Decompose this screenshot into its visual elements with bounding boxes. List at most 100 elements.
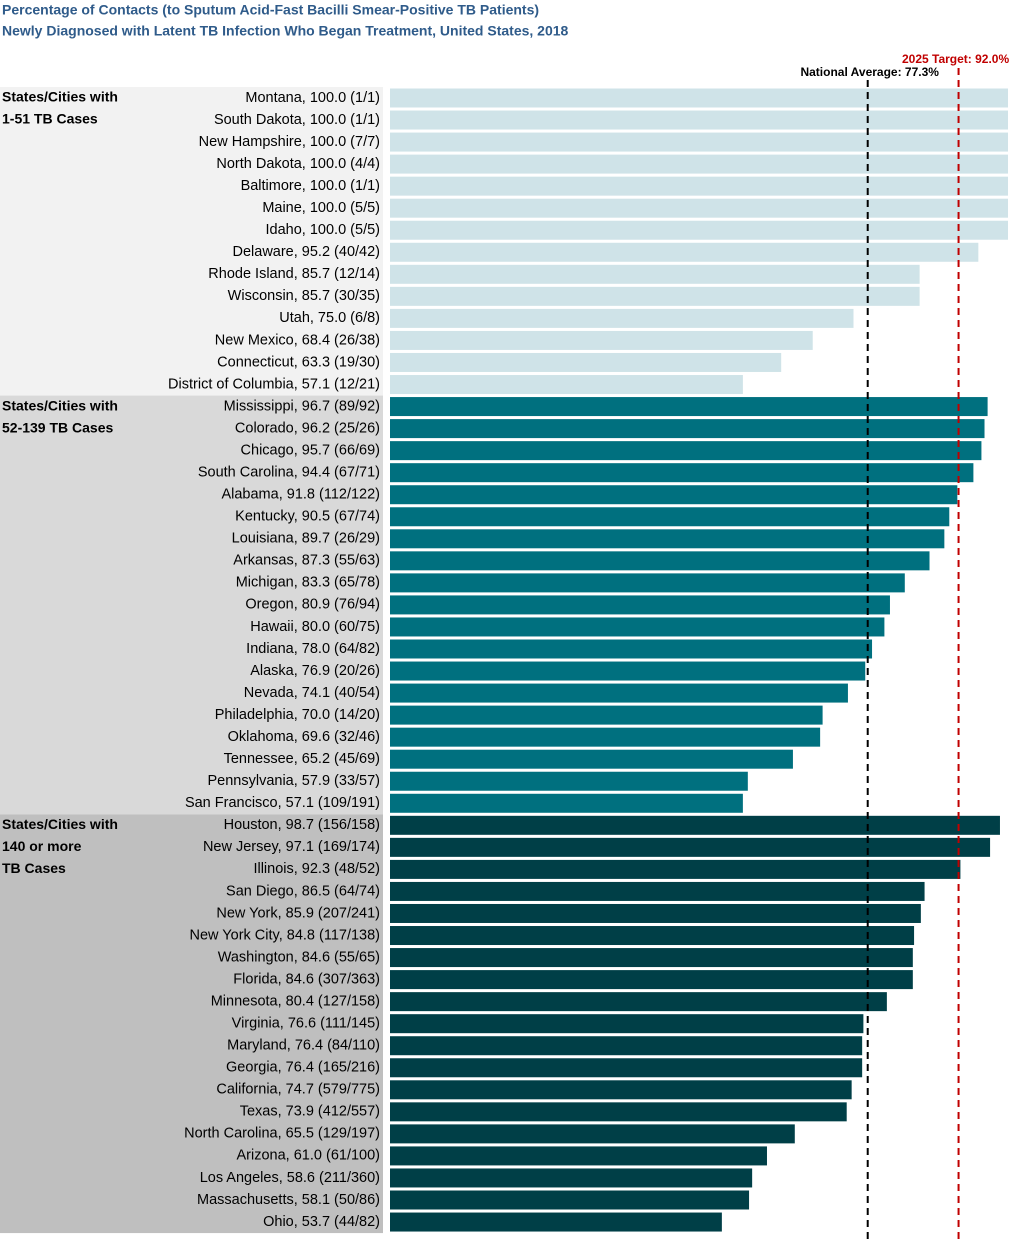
bar <box>390 595 890 615</box>
bar <box>390 903 921 923</box>
category-label: New Jersey, 97.1 (169/174) <box>203 839 380 855</box>
bar <box>390 176 1008 196</box>
category-label: Michigan, 83.3 (65/78) <box>236 575 380 591</box>
bar <box>390 242 979 262</box>
category-label: Baltimore, 100.0 (1/1) <box>241 178 380 194</box>
bar <box>390 992 887 1012</box>
category-label: Wisconsin, 85.7 (30/35) <box>228 288 380 304</box>
group-background <box>0 395 383 815</box>
bar <box>390 441 982 461</box>
category-label: Pennsylvania, 57.9 (33/57) <box>208 773 381 789</box>
category-label: Los Angeles, 58.6 (211/360) <box>200 1170 380 1186</box>
bar <box>390 859 961 879</box>
bar <box>390 1058 863 1078</box>
bar <box>390 220 1008 240</box>
category-label: Alabama, 91.8 (112/122) <box>221 487 380 503</box>
category-label: Connecticut, 63.3 (19/30) <box>217 354 380 370</box>
group-background <box>0 87 383 396</box>
category-label: Tennessee, 65.2 (45/69) <box>224 751 380 767</box>
bar <box>390 154 1008 174</box>
category-label: Houston, 98.7 (156/158) <box>224 817 380 833</box>
category-label: Alaska, 76.9 (20/26) <box>250 663 380 679</box>
category-label: Washington, 84.6 (55/65) <box>218 949 380 965</box>
category-label: Ohio, 53.7 (44/82) <box>263 1214 380 1230</box>
category-label: Minnesota, 80.4 (127/158) <box>211 993 380 1009</box>
bar <box>390 264 920 284</box>
category-label: Virginia, 76.6 (111/145) <box>232 1016 380 1032</box>
category-label: Chicago, 95.7 (66/69) <box>241 442 380 458</box>
category-label: Philadelphia, 70.0 (14/20) <box>215 707 380 723</box>
category-label: South Dakota, 100.0 (1/1) <box>214 112 380 128</box>
bar <box>390 198 1008 218</box>
category-label: South Carolina, 94.4 (67/71) <box>198 465 380 481</box>
category-label: Illinois, 92.3 (48/52) <box>253 861 380 877</box>
bar <box>390 308 854 328</box>
bar <box>390 970 913 990</box>
bar <box>390 661 866 681</box>
bar <box>390 1146 767 1166</box>
category-label: San Diego, 86.5 (64/74) <box>226 883 380 899</box>
bar <box>390 683 848 703</box>
category-label: Georgia, 76.4 (165/216) <box>226 1060 380 1076</box>
bar <box>390 529 945 549</box>
bar <box>390 1102 847 1122</box>
category-label: Indiana, 78.0 (64/82) <box>246 641 380 657</box>
category-label: Florida, 84.6 (307/363) <box>233 971 380 987</box>
bar <box>390 1014 864 1034</box>
category-label: New York, 85.9 (207/241) <box>216 905 380 921</box>
group-background <box>0 814 383 1234</box>
bar <box>390 463 974 483</box>
bar <box>390 815 1000 835</box>
category-label: Delaware, 95.2 (40/42) <box>233 244 381 260</box>
bar <box>390 1036 863 1056</box>
bar <box>390 1212 722 1232</box>
bar <box>390 1124 795 1144</box>
category-label: Idaho, 100.0 (5/5) <box>266 222 380 238</box>
category-label: New Mexico, 68.4 (26/38) <box>215 332 380 348</box>
bar <box>390 551 930 571</box>
category-label: Rhode Island, 85.7 (12/14) <box>208 266 380 282</box>
bar <box>390 639 873 659</box>
category-label: Maine, 100.0 (5/5) <box>262 200 380 216</box>
category-label: New Hampshire, 100.0 (7/7) <box>199 134 380 150</box>
group-label: States/Cities with <box>2 397 118 413</box>
bar <box>390 837 991 857</box>
category-label: Mississippi, 96.7 (89/92) <box>224 398 380 414</box>
category-label: Texas, 73.9 (412/557) <box>240 1104 380 1120</box>
bar <box>390 573 905 593</box>
group-label: TB Cases <box>2 860 66 876</box>
bar <box>390 110 1008 130</box>
bar <box>390 132 1008 152</box>
bar <box>390 749 793 769</box>
category-label: Massachusetts, 58.1 (50/86) <box>197 1192 380 1208</box>
category-label: California, 74.7 (579/775) <box>216 1082 380 1098</box>
group-label: States/Cities with <box>2 816 118 832</box>
category-label: Montana, 100.0 (1/1) <box>245 90 380 106</box>
category-label: Oklahoma, 69.6 (32/46) <box>228 729 380 745</box>
bar <box>390 793 743 813</box>
bar <box>390 705 823 725</box>
bar <box>390 1168 753 1188</box>
category-label: Maryland, 76.4 (84/110) <box>227 1038 380 1054</box>
bar <box>390 926 915 946</box>
bar <box>390 485 958 505</box>
bar <box>390 948 913 968</box>
group-label: 140 or more <box>2 838 82 854</box>
category-label: Arizona, 61.0 (61/100) <box>237 1148 380 1164</box>
bar <box>390 771 748 791</box>
reference-label: 2025 Target: 92.0% <box>902 52 1009 66</box>
group-label: States/Cities with <box>2 89 118 105</box>
category-label: Nevada, 74.1 (40/54) <box>244 685 380 701</box>
category-label: North Carolina, 65.5 (129/197) <box>184 1126 380 1142</box>
category-label: Oregon, 80.9 (76/94) <box>245 597 380 613</box>
category-label: Colorado, 96.2 (25/26) <box>235 420 380 436</box>
category-label: San Francisco, 57.1 (109/191) <box>185 795 380 811</box>
bar <box>390 419 985 439</box>
bar <box>390 617 885 637</box>
bar <box>390 727 821 747</box>
bar <box>390 881 925 901</box>
category-label: New York City, 84.8 (117/138) <box>190 927 380 943</box>
bar <box>390 286 920 306</box>
bar <box>390 88 1008 108</box>
